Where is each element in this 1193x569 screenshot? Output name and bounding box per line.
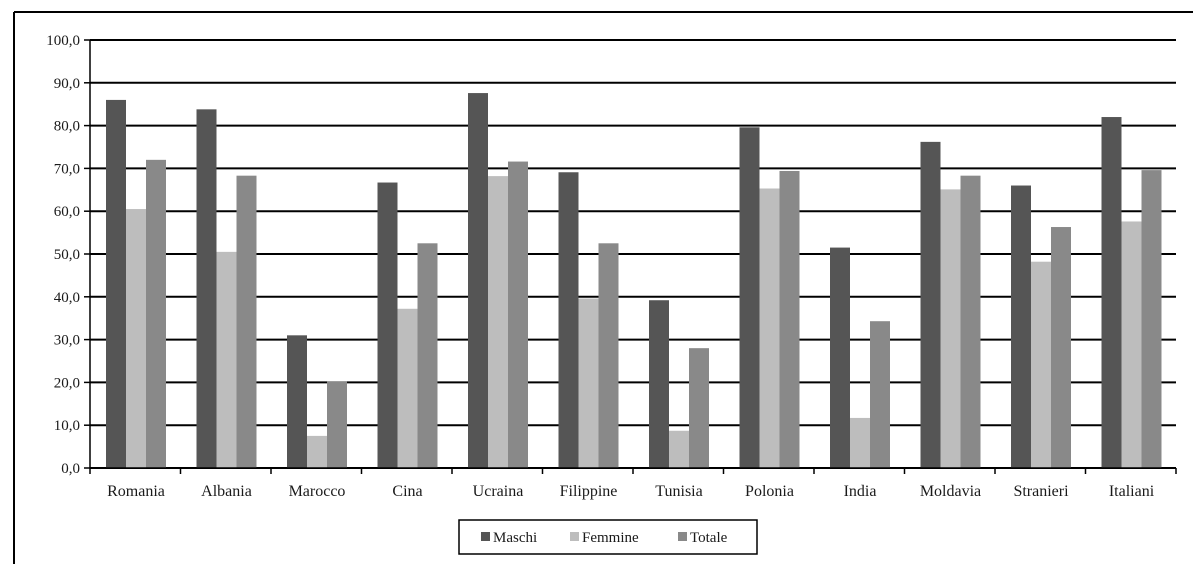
bar xyxy=(307,435,327,468)
bar xyxy=(126,209,146,468)
labels: 0,0 10,0 20,0 30,0 40,0 50,0 60,0 70,0 80,0 90,0 1… xyxy=(46,33,1154,500)
y-tick-label: 20,0 xyxy=(54,375,80,391)
x-tick-label: Ucraina xyxy=(473,483,524,500)
x-tick-label: Stranieri xyxy=(1013,483,1069,500)
bar xyxy=(598,243,619,468)
bar xyxy=(779,170,800,468)
legend: Maschi Femmine Totale xyxy=(458,519,758,555)
y-tick-label: 80,0 xyxy=(54,119,80,135)
x-tick-label: Filippine xyxy=(560,483,618,500)
x-tick-label: India xyxy=(844,483,877,500)
bar xyxy=(1121,221,1142,468)
bar xyxy=(1011,185,1031,468)
x-tick-label: Tunisia xyxy=(655,483,702,500)
legend-swatch xyxy=(678,532,687,541)
bar xyxy=(850,417,870,468)
bar xyxy=(327,381,347,468)
bar xyxy=(1101,117,1122,468)
x-tick-label: Marocco xyxy=(289,483,346,500)
y-tick-label: 50,0 xyxy=(54,247,80,263)
bar xyxy=(689,348,709,468)
bar xyxy=(920,141,941,468)
legend-swatch xyxy=(570,532,579,541)
bar xyxy=(739,127,760,468)
bar xyxy=(216,251,237,468)
legend-label: Maschi xyxy=(493,530,537,546)
bar xyxy=(488,176,508,468)
bar xyxy=(940,189,961,468)
legend-box xyxy=(458,519,758,555)
bar xyxy=(236,175,257,468)
bars xyxy=(106,93,1162,469)
x-tick-label: Cina xyxy=(392,483,422,500)
bar xyxy=(960,175,981,468)
x-tick-label: Italiani xyxy=(1109,483,1155,500)
y-tick-label: 30,0 xyxy=(54,333,80,349)
bar xyxy=(508,161,528,468)
y-tick-label: 70,0 xyxy=(54,161,80,177)
bar xyxy=(1051,227,1071,468)
bar xyxy=(558,172,579,468)
y-tick-label: 100,0 xyxy=(46,33,80,49)
bar xyxy=(1141,170,1162,468)
y-tick-label: 60,0 xyxy=(54,204,80,220)
bar xyxy=(468,93,488,469)
bar xyxy=(417,243,438,468)
bar xyxy=(377,182,398,469)
legend-label: Totale xyxy=(690,530,728,546)
y-tick-label: 40,0 xyxy=(54,290,80,306)
bar xyxy=(870,321,890,468)
x-tick-label: Albania xyxy=(201,483,252,500)
bar xyxy=(397,308,418,468)
legend-label: Femmine xyxy=(582,530,639,546)
bar xyxy=(1031,261,1051,468)
y-tick-label: 90,0 xyxy=(54,76,80,92)
bar xyxy=(196,109,217,468)
y-tick-label: 0,0 xyxy=(61,461,80,477)
y-tick-label: 10,0 xyxy=(54,418,80,434)
bar xyxy=(669,430,689,468)
x-tick-label: Romania xyxy=(107,483,165,500)
bar xyxy=(578,298,599,468)
bar xyxy=(287,335,307,468)
x-tick-label: Moldavia xyxy=(920,483,981,500)
bar xyxy=(146,159,166,468)
axes xyxy=(84,39,1177,474)
x-tick-label: Polonia xyxy=(745,483,794,500)
bar xyxy=(759,188,780,469)
bar xyxy=(106,99,126,469)
bar xyxy=(649,300,669,468)
legend-swatch xyxy=(481,532,490,541)
bar xyxy=(830,247,850,468)
